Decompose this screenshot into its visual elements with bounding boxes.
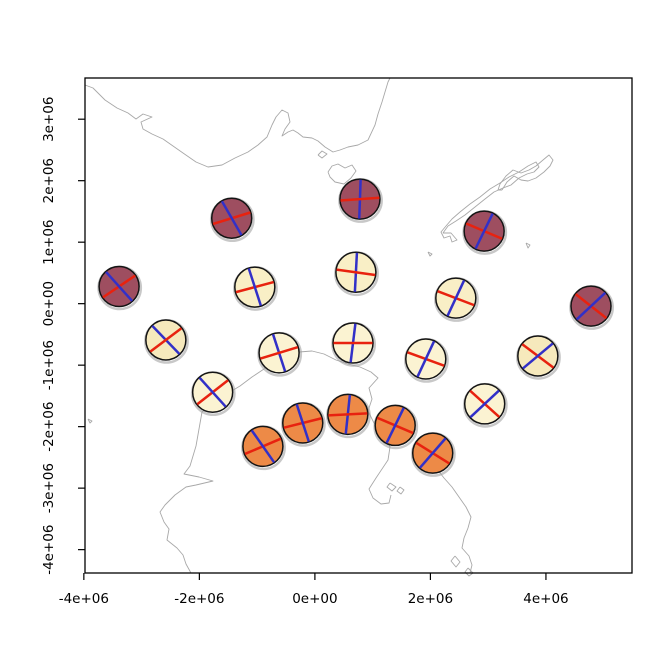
coastline <box>464 567 474 577</box>
map-glyph <box>373 404 419 450</box>
y-tick-label: -4e+06 <box>41 525 57 575</box>
y-tick-label: -3e+06 <box>41 463 57 513</box>
map-glyph <box>257 331 303 377</box>
glyph-red-line <box>328 412 368 417</box>
map-glyph <box>462 382 508 428</box>
glyph-blue-line <box>198 376 227 408</box>
y-tick-label: 0e+00 <box>41 281 57 326</box>
glyph-blue-line <box>295 404 310 442</box>
glyph-blue-line <box>220 200 243 236</box>
map-glyph <box>241 425 286 471</box>
glyph-blue-line <box>474 213 494 250</box>
coastline <box>396 486 405 495</box>
map-glyph <box>280 401 326 447</box>
glyph-blue-line <box>105 271 134 302</box>
glyph-blue-line <box>418 437 447 469</box>
x-axis: -4e+06 -2e+06 0e+00 2e+06 4e+06 <box>59 573 569 607</box>
glyph-red-line <box>336 268 376 277</box>
map-glyph <box>516 334 561 380</box>
glyph-blue-line <box>446 279 466 317</box>
y-tick-label: 3e+06 <box>41 97 57 142</box>
glyph-blue-line <box>385 407 405 444</box>
x-tick-label: 4e+06 <box>523 591 568 607</box>
map-glyph <box>209 197 255 242</box>
map-glyph <box>403 338 449 383</box>
coastline <box>497 154 554 191</box>
coastline <box>525 242 531 249</box>
map-glyph <box>331 322 377 367</box>
map-glyph <box>569 285 614 330</box>
coastline <box>317 150 328 159</box>
map-glyph <box>190 371 236 417</box>
map-glyph <box>434 277 479 322</box>
coastline <box>87 418 93 424</box>
glyph-blue-line <box>416 340 436 378</box>
x-tick-label: 2e+06 <box>408 591 453 607</box>
coastline <box>450 555 461 568</box>
map-glyph <box>144 318 189 364</box>
glyph-red-line <box>149 327 183 353</box>
y-tick-label: 2e+06 <box>41 158 57 203</box>
glyph-blue-line <box>247 268 263 307</box>
y-tick-label: 1e+06 <box>41 219 57 264</box>
coastline <box>84 77 391 168</box>
map-glyph <box>97 265 143 311</box>
map-glyph <box>334 251 379 297</box>
x-tick-label: -4e+06 <box>59 591 109 607</box>
glyph-blue-line <box>575 291 607 321</box>
glyph-blue-line <box>522 342 554 370</box>
y-tick-label: -1e+06 <box>41 340 57 390</box>
glyph-blue-line <box>250 429 276 464</box>
coastline <box>386 482 397 492</box>
glyph-blue-line <box>469 389 500 419</box>
map-glyph <box>338 178 383 223</box>
coastline <box>427 251 433 257</box>
map-glyph <box>233 266 278 311</box>
coastline <box>436 468 473 574</box>
coastline <box>327 163 357 185</box>
map-glyph <box>410 432 456 477</box>
x-tick-label: 0e+00 <box>292 591 337 607</box>
y-axis: -4e+06 -3e+06 -2e+06 -1e+06 0e+00 1e+06 2e+06 3… <box>41 97 85 575</box>
x-tick-label: -2e+06 <box>174 591 224 607</box>
map-glyph <box>462 210 508 255</box>
map-glyph <box>326 393 371 439</box>
glyph-red-line <box>340 196 380 202</box>
y-tick-label: -2e+06 <box>41 402 57 452</box>
glyph-red-line <box>260 345 299 360</box>
plot-box <box>84 77 633 574</box>
